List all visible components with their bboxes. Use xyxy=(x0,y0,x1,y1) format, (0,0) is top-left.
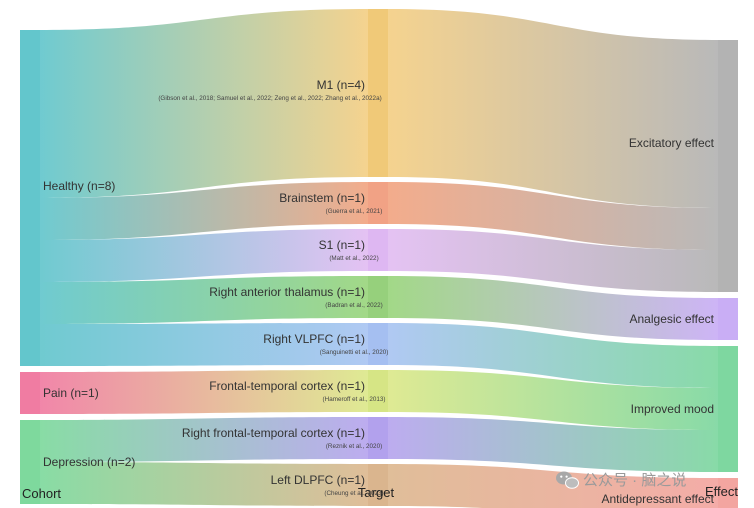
link-vlpfc-mood xyxy=(388,323,718,388)
effect-axis-label: Effect xyxy=(705,484,738,499)
watermark-text: 公众号 · 脑之说 xyxy=(583,472,686,489)
effect-bar-mood xyxy=(718,346,738,472)
link-healthy-thalamus xyxy=(40,276,368,324)
target-citation-brainstem: (Guerra et al., 2021) xyxy=(326,208,383,215)
target-label-rftc: Right frontal-temporal cortex (n=1) xyxy=(182,426,365,440)
target-bar-brainstem xyxy=(368,182,388,224)
target-bar-s1 xyxy=(368,229,388,271)
target-citation-vlpfc: (Sanguinetti et al., 2020) xyxy=(320,349,389,356)
link-brainstem-excitatory xyxy=(388,182,718,250)
target-citation-thalamus: (Badran et al., 2022) xyxy=(325,302,382,309)
target-bar-m1 xyxy=(368,9,388,177)
effect-bar-analgesic xyxy=(718,298,738,340)
link-pain-ftc xyxy=(40,370,368,414)
link-depression-ldlpfc xyxy=(40,462,368,506)
effect-label-excitatory: Excitatory effect xyxy=(629,136,715,150)
cohort-bar-healthy xyxy=(20,30,40,366)
target-effect-links xyxy=(388,9,718,508)
target-label-brainstem: Brainstem (n=1) xyxy=(279,191,365,205)
target-bar-ftc xyxy=(368,370,388,412)
node-labels: Healthy (n=8) Pain (n=1) Depression (n=2) M… xyxy=(43,78,715,506)
target-label-ftc: Frontal-temporal cortex (n=1) xyxy=(209,379,365,393)
target-label-vlpfc: Right VLPFC (n=1) xyxy=(263,332,365,346)
effect-label-antidepressant: Antidepressant effect xyxy=(601,492,714,506)
target-citation-m1: (Gibson et al., 2018; Samuel et al., 202… xyxy=(158,95,381,102)
link-s1-excitatory xyxy=(388,229,718,292)
link-ldlpfc-antidepressant xyxy=(388,464,718,508)
effect-bar-antidepressant xyxy=(718,478,738,508)
link-depression-rftc xyxy=(40,417,368,462)
target-bar-thalamus xyxy=(368,276,388,318)
watermark: 公众号 · 脑之说 xyxy=(556,471,686,489)
target-citation-ftc: (Hameroff et al., 2013) xyxy=(323,396,386,403)
cohort-label-pain: Pain (n=1) xyxy=(43,386,99,400)
target-citation-ldlpfc: (Cheung et al., 2023) xyxy=(324,490,383,497)
target-bar-ldlpfc xyxy=(368,464,388,506)
effect-label-analgesic: Analgesic effect xyxy=(630,312,715,326)
link-healthy-s1 xyxy=(40,229,368,282)
link-m1-excitatory xyxy=(388,9,718,208)
node-bars xyxy=(20,9,738,508)
target-citation-rftc: (Reznik et al., 2020) xyxy=(326,443,382,450)
link-ftc-mood xyxy=(388,370,718,430)
link-healthy-m1 xyxy=(40,9,368,198)
target-citation-s1: (Matt et al., 2022) xyxy=(329,255,378,262)
cohort-label-healthy: Healthy (n=8) xyxy=(43,179,115,193)
link-rftc-mood xyxy=(388,417,718,472)
link-thalamus-analgesic xyxy=(388,276,718,340)
wechat-icon xyxy=(556,471,579,489)
effect-bar-excitatory xyxy=(718,40,738,292)
target-label-m1: M1 (n=4) xyxy=(317,78,365,92)
effect-label-mood: Improved mood xyxy=(631,402,714,416)
target-label-s1: S1 (n=1) xyxy=(319,238,365,252)
link-healthy-brainstem xyxy=(40,182,368,240)
target-bar-vlpfc xyxy=(368,323,388,365)
target-axis-label: Target xyxy=(358,485,395,500)
cohort-axis-label: Cohort xyxy=(22,486,61,501)
target-label-ldlpfc: Left DLPFC (n=1) xyxy=(271,473,365,487)
target-label-thalamus: Right anterior thalamus (n=1) xyxy=(209,285,365,299)
target-bar-rftc xyxy=(368,417,388,459)
cohort-bar-pain xyxy=(20,372,40,414)
cohort-target-links xyxy=(40,9,368,506)
link-healthy-vlpfc xyxy=(40,323,368,366)
cohort-bar-depression xyxy=(20,420,40,504)
cohort-label-depression: Depression (n=2) xyxy=(43,455,135,469)
